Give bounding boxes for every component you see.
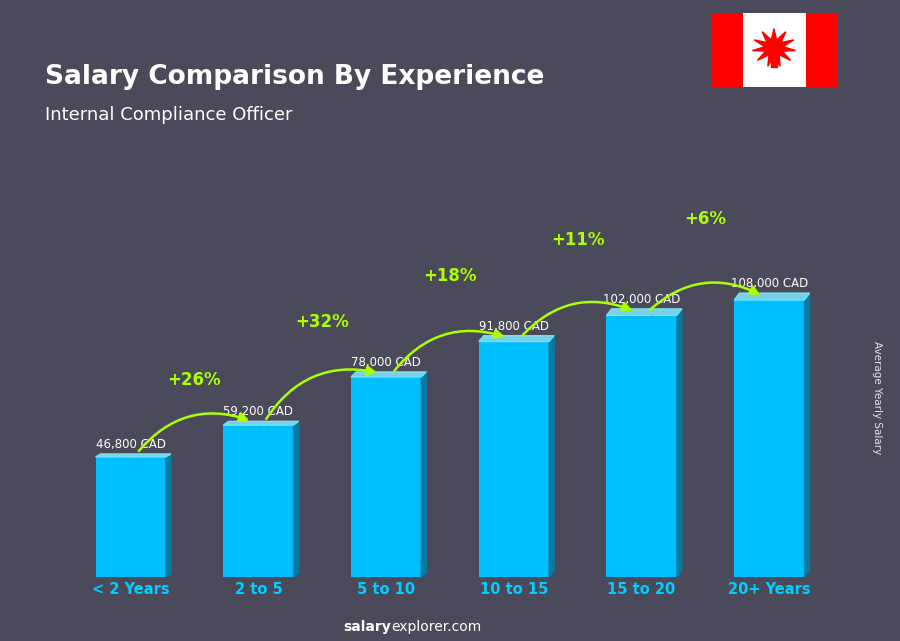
Polygon shape [677, 309, 682, 577]
Text: 91,800 CAD: 91,800 CAD [479, 320, 549, 333]
Text: 46,800 CAD: 46,800 CAD [95, 438, 166, 451]
Polygon shape [351, 372, 427, 377]
Polygon shape [771, 48, 777, 67]
Bar [711, 13, 742, 87]
Text: 59,200 CAD: 59,200 CAD [223, 405, 293, 418]
FancyBboxPatch shape [709, 11, 839, 88]
Text: 102,000 CAD: 102,000 CAD [603, 293, 680, 306]
Polygon shape [805, 293, 810, 577]
Text: explorer.com: explorer.com [392, 620, 482, 635]
Bar [351, 377, 421, 577]
Polygon shape [549, 336, 554, 577]
Bar [95, 457, 166, 577]
Text: +26%: +26% [167, 371, 221, 389]
Text: Internal Compliance Officer: Internal Compliance Officer [45, 106, 292, 124]
Text: +11%: +11% [551, 231, 605, 249]
Polygon shape [293, 421, 299, 577]
Text: +6%: +6% [685, 210, 726, 228]
Text: Salary Comparison By Experience: Salary Comparison By Experience [45, 64, 544, 90]
Bar [806, 13, 837, 87]
Text: +18%: +18% [423, 267, 477, 285]
Bar [734, 300, 805, 577]
Polygon shape [734, 293, 810, 300]
Polygon shape [607, 309, 682, 315]
Polygon shape [421, 372, 427, 577]
Polygon shape [479, 336, 554, 342]
Polygon shape [752, 29, 796, 66]
Text: +32%: +32% [295, 313, 349, 331]
Polygon shape [166, 454, 171, 577]
Bar [607, 315, 677, 577]
Polygon shape [223, 421, 299, 425]
Text: 108,000 CAD: 108,000 CAD [731, 277, 808, 290]
Text: 78,000 CAD: 78,000 CAD [351, 356, 421, 369]
Text: Average Yearly Salary: Average Yearly Salary [872, 341, 883, 454]
Text: salary: salary [344, 620, 392, 635]
Bar [479, 342, 549, 577]
Polygon shape [95, 454, 171, 457]
Bar [223, 425, 293, 577]
